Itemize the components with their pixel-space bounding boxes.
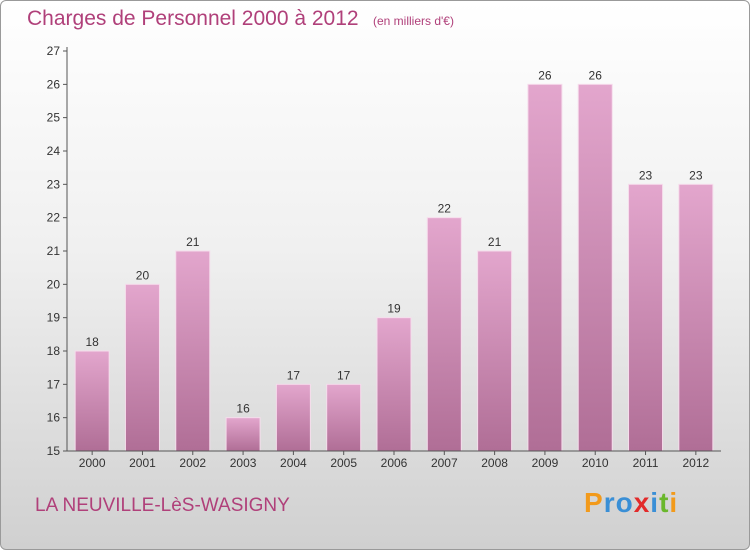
bar-2012 [678, 183, 714, 452]
bar-2001 [124, 283, 160, 452]
value-label-2008: 21 [488, 235, 502, 249]
value-label-2009: 26 [538, 68, 552, 82]
bar-2011 [628, 183, 664, 452]
value-label-2011: 23 [639, 168, 653, 182]
bar-2006 [376, 317, 412, 452]
commune-name: LA NEUVILLE-LèS-WASIGNY [35, 495, 290, 516]
y-tick-label-25: 25 [47, 111, 61, 125]
x-tick-label-2002: 2002 [179, 456, 206, 470]
x-tick-label-2006: 2006 [381, 456, 408, 470]
value-label-2005: 17 [337, 368, 351, 382]
value-label-2000: 18 [85, 335, 99, 349]
bar-2008 [477, 250, 513, 452]
y-tick-label-16: 16 [47, 411, 61, 425]
y-tick-label-18: 18 [47, 344, 61, 358]
x-tick-label-2009: 2009 [532, 456, 559, 470]
value-label-2007: 22 [438, 202, 452, 216]
x-tick-label-2007: 2007 [431, 456, 458, 470]
logo-letter-0: P [584, 487, 604, 518]
y-tick-label-15: 15 [47, 444, 61, 458]
bar-2000 [74, 350, 110, 452]
x-tick-label-2008: 2008 [481, 456, 508, 470]
y-tick-label-20: 20 [47, 277, 61, 291]
value-label-2002: 21 [186, 235, 200, 249]
axes-group: 2000 2001 2002 2003 2004 2005 2006 2007 2008 2009… [47, 44, 721, 470]
y-tick-label-26: 26 [47, 77, 61, 91]
y-tick-label-19: 19 [47, 311, 61, 325]
unit-note: (en milliers d'€) [373, 14, 454, 28]
bar-2009 [527, 83, 563, 452]
value-label-2001: 20 [136, 268, 150, 282]
x-tick-label-2010: 2010 [582, 456, 609, 470]
y-tick-label-21: 21 [47, 244, 61, 258]
y-tick-label-24: 24 [47, 144, 61, 158]
x-tick-label-2001: 2001 [129, 456, 156, 470]
logo-letter-5: t [659, 487, 670, 518]
logo-letter-3: x [633, 487, 651, 518]
y-tick-label-23: 23 [47, 177, 61, 191]
logo-letter-6: i [669, 487, 679, 518]
x-tick-label-2005: 2005 [330, 456, 357, 470]
bar-2002 [175, 250, 211, 452]
x-tick-label-2003: 2003 [230, 456, 257, 470]
bar-2010 [577, 83, 613, 452]
bar-2004 [275, 383, 311, 452]
x-tick-label-2004: 2004 [280, 456, 307, 470]
x-tick-label-2012: 2012 [682, 456, 709, 470]
value-label-2003: 16 [236, 402, 250, 416]
y-tick-label-27: 27 [47, 44, 61, 58]
value-label-2010: 26 [589, 68, 603, 82]
bars-group: 18 20 21 16 17 17 19 22 21 26 26 23 23 [74, 68, 714, 452]
proxiti-logo: Proxiti [584, 487, 678, 519]
value-label-2006: 19 [387, 302, 401, 316]
y-tick-label-22: 22 [47, 211, 61, 225]
x-tick-label-2000: 2000 [79, 456, 106, 470]
y-tick-label-17: 17 [47, 377, 61, 391]
value-label-2004: 17 [287, 368, 301, 382]
logo-letter-1: r [603, 487, 616, 518]
bar-2007 [426, 217, 462, 452]
value-label-2012: 23 [689, 168, 703, 182]
logo-letter-4: i [650, 487, 660, 518]
bar-2005 [326, 383, 362, 452]
logo-letter-2: o [615, 487, 634, 518]
chart-title: Charges de Personnel 2000 à 2012 [27, 7, 359, 30]
bar-2003 [225, 417, 261, 452]
x-tick-label-2011: 2011 [633, 456, 659, 470]
